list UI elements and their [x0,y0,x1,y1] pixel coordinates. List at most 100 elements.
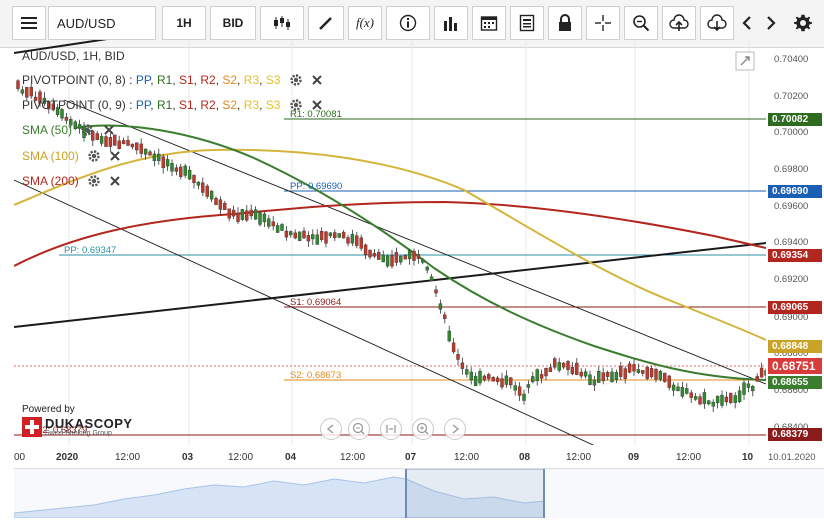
price-tick: 0.68800 [774,348,809,359]
sma100-settings-icon[interactable] [88,150,100,162]
candle-body [77,124,82,129]
sma200-remove-icon[interactable] [109,175,121,187]
draw-tool-button[interactable] [308,6,344,40]
chevron-left-icon [742,16,751,30]
candle-body [201,182,205,193]
candle-body [693,396,698,400]
period-label: 1H [176,16,192,30]
zoom-in-button[interactable] [412,418,434,440]
candle-body [434,289,438,294]
candle-body [29,86,33,97]
candle-body [403,255,407,260]
lock-button[interactable] [548,6,582,40]
legend-pivot-8-s3: S3 [265,73,281,87]
candle-body [513,385,517,391]
candle-body [55,107,60,115]
price-tag-r1: 0.70082 [768,113,822,126]
expand-icon[interactable] [735,51,755,71]
info-button[interactable] [386,6,430,40]
settings-button[interactable] [788,6,818,40]
calendar-button[interactable] [472,6,506,40]
symbol-selector[interactable]: AUD/USD [48,6,156,40]
price-tag-current: 0.68751 [768,358,822,374]
powered-by: Powered by DUKASCOPY Swiss Banking Group [22,404,133,437]
legend-pivot-8-r3: R3 [243,73,260,87]
candle-body [249,209,253,217]
legend-pivot-9-r3: R3 [243,98,260,112]
calendar-icon [480,16,498,31]
candle-body [698,396,702,405]
candle-body [275,225,280,233]
candle-body [121,140,126,145]
period-button[interactable]: 1H [162,6,206,40]
candle-body [535,369,539,382]
candle-body [95,133,99,140]
candle-body [179,166,183,177]
candle-body [733,395,737,403]
candle-body [509,377,513,386]
zoom-out-button[interactable] [348,418,370,440]
candle-body [253,209,258,220]
sma200-settings-icon[interactable] [88,175,100,187]
indicators-button[interactable]: f(x) [348,6,382,40]
trendline-lower [14,179,595,445]
next-button[interactable] [444,418,466,440]
menu-button[interactable] [12,6,46,40]
volume-button[interactable] [434,6,468,40]
navigator-window[interactable] [405,468,545,519]
price-chart[interactable]: R1: 0.70081 PP: 0.69690 PP: 0.69347 S1: … [14,40,766,445]
pivot-9-remove-icon[interactable] [311,99,323,111]
candle-body [539,374,544,379]
candle-body [707,400,711,405]
candle-body [324,231,328,244]
candle-body [715,395,720,404]
candle-body [632,364,636,372]
candle-body [553,358,557,368]
candle-body [280,224,284,231]
candle-body [359,237,363,249]
candle-body [64,116,69,121]
legend-pivot-9-s3: S3 [265,98,281,112]
news-button[interactable] [510,6,544,40]
scroll-right-button[interactable] [760,6,782,40]
candle-body [636,369,641,373]
price-axis[interactable]: 0.70400 0.70200 0.70000 0.69800 0.69600 … [766,40,824,450]
chart-type-button[interactable] [260,6,304,40]
legend-pivot-8-r1: R1 [156,73,173,87]
pivot-8-settings-icon[interactable] [290,74,302,86]
candle-body [271,221,275,227]
candle-body [183,165,187,176]
time-tick: 04 [285,452,297,463]
crosshair-button[interactable] [586,6,620,40]
pivot-9-settings-icon[interactable] [290,99,302,111]
price-tick: 0.68400 [774,422,808,433]
zoom-button[interactable] [624,6,658,40]
legend-pivot-9-name: PIVOTPOINT (0, 9) [22,98,126,112]
info-icon [399,14,417,32]
pivot-8-remove-icon[interactable] [311,74,323,86]
candle-body [258,212,262,225]
fit-button[interactable] [380,418,402,440]
candle-body [720,394,724,406]
prev-button[interactable] [320,418,342,440]
candle-body [500,378,504,388]
scroll-left-button[interactable] [736,6,758,40]
upload-button[interactable] [662,6,696,40]
candle-body [597,371,601,383]
sma100-remove-icon[interactable] [109,150,121,162]
price-side-button[interactable]: BID [210,6,256,40]
sma50-settings-icon[interactable] [81,124,94,136]
download-button[interactable] [700,6,734,40]
candle-body [192,174,196,183]
candle-body [531,376,535,383]
sma50-remove-icon[interactable] [103,124,115,136]
candle-body [223,202,227,210]
candle-body [451,342,456,353]
pp-mid-level-label: PP: 0.69347 [64,245,116,256]
candle-body [724,396,729,403]
chevron-right-icon [767,16,776,30]
candle-body [759,367,764,378]
navigator[interactable] [13,468,824,519]
candle-body [465,369,469,375]
legend-pivot-8-name: PIVOTPOINT (0, 8) [22,73,126,87]
